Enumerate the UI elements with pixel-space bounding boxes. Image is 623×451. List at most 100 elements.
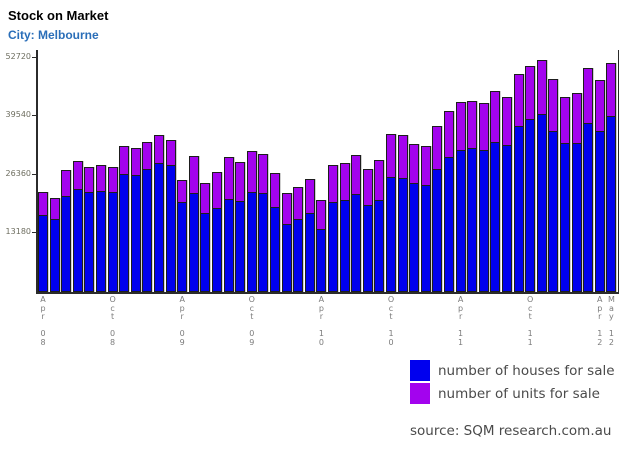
bar-segment-houses [177, 203, 188, 292]
bar-segment-houses [362, 205, 373, 292]
bar-segment-units [119, 145, 130, 175]
bar-group [304, 179, 315, 292]
bar-segment-houses [212, 209, 222, 292]
bar-segment-houses [606, 117, 617, 292]
bar-segment-units [142, 141, 153, 171]
bar-group [594, 79, 605, 292]
bar-group [177, 180, 188, 292]
bar-segment-houses [258, 193, 269, 292]
bar-segment-houses [490, 142, 501, 292]
bar-group [478, 103, 489, 292]
bar-segment-units [130, 147, 141, 177]
x-axis-tick-label: A p r 1 2 [597, 295, 603, 347]
bar-segment-units [606, 62, 617, 117]
bar-segment-houses [467, 149, 478, 292]
bar-group [513, 73, 524, 292]
y-axis-tick-label: 39540 [5, 110, 31, 120]
bar-group [583, 67, 594, 292]
x-axis-tick-label: O c t 1 0 [387, 295, 395, 347]
bar-segment-units [38, 192, 48, 216]
legend-item-units: number of units for sale [410, 383, 615, 404]
bar-group [548, 79, 559, 292]
bar-segment-houses [165, 166, 176, 292]
legend-label-houses: number of houses for sale [438, 362, 615, 379]
bar-group [351, 155, 362, 292]
bar-group [444, 110, 454, 292]
bar-segment-houses [38, 215, 48, 292]
bar-segment-houses [281, 225, 292, 292]
bar-segment-houses [571, 143, 582, 292]
bar-group [432, 125, 443, 292]
bar-segment-houses [560, 143, 570, 292]
bar-segment-houses [200, 214, 211, 292]
bar-group [293, 187, 304, 292]
bar-group [571, 93, 582, 292]
houses-swatch-icon [410, 360, 430, 381]
bar-segment-units [571, 93, 582, 144]
bar-segment-houses [235, 201, 246, 292]
bar-group [142, 141, 153, 292]
bar-segment-units [536, 60, 547, 116]
bar-segment-houses [246, 193, 257, 292]
legend: number of houses for sale number of unit… [410, 360, 615, 406]
bar-segment-houses [293, 219, 304, 292]
bar-segment-units [478, 103, 489, 151]
bar-segment-houses [130, 176, 141, 292]
bar-segment-units [397, 135, 408, 179]
bar-segment-houses [328, 203, 338, 292]
bar-segment-units [525, 66, 536, 121]
bar-segment-houses [374, 200, 385, 292]
bar-segment-houses [397, 178, 408, 292]
bar-group [339, 162, 350, 292]
bar-segment-houses [478, 150, 489, 292]
x-axis-tick-label: A p r 0 8 [40, 295, 46, 347]
bar-segment-units [362, 168, 373, 206]
bar-segment-units [281, 193, 292, 226]
bar-segment-units [386, 134, 396, 178]
bar-group [490, 91, 501, 292]
x-axis-tick-label: A p r 1 0 [318, 295, 325, 347]
bar-segment-units [107, 166, 118, 194]
bar-group [235, 162, 246, 292]
bar-segment-units [72, 161, 83, 191]
y-axis-tick-mark [32, 231, 36, 233]
bar-group [188, 155, 199, 292]
bar-segment-houses [455, 150, 466, 292]
bar-segment-units [328, 164, 338, 204]
bar-segment-houses [223, 200, 234, 292]
bar-segment-houses [444, 157, 454, 292]
bar-segment-houses [107, 193, 118, 292]
chart-title: Stock on Market [8, 8, 109, 23]
bar-segment-houses [594, 131, 605, 292]
bar-segment-units [49, 198, 60, 221]
x-axis-tick-label: A p r 0 9 [179, 295, 185, 347]
bar-segment-houses [49, 220, 60, 292]
bar-segment-units [339, 162, 350, 202]
y-axis-tick-label: 13180 [5, 226, 31, 236]
bar-segment-units [223, 156, 234, 201]
bar-segment-units [513, 73, 524, 127]
bar-group [420, 146, 431, 292]
bar-group [455, 101, 466, 292]
bar-segment-houses [84, 193, 95, 292]
bar-segment-houses [304, 214, 315, 292]
x-axis-tick-label: O c t 0 9 [248, 295, 255, 347]
bar-segment-units [154, 134, 164, 164]
x-axis-tick-label: O c t 1 1 [527, 295, 534, 347]
bar-segment-houses [386, 177, 396, 292]
bar-group [281, 193, 292, 292]
bar-segment-units [351, 155, 362, 195]
bar-group [200, 183, 211, 292]
bar-group [119, 145, 130, 292]
bar-group [130, 147, 141, 292]
legend-label-units: number of units for sale [438, 385, 600, 402]
bar-group [409, 143, 420, 292]
bar-segment-houses [502, 146, 512, 292]
bar-group [246, 151, 257, 292]
bar-segment-units [594, 79, 605, 132]
bar-group [386, 134, 396, 292]
bar-segment-units [212, 171, 222, 210]
bar-group [536, 60, 547, 292]
source-note: source: SQM research.com.au [410, 423, 612, 439]
bar-segment-houses [119, 174, 130, 292]
